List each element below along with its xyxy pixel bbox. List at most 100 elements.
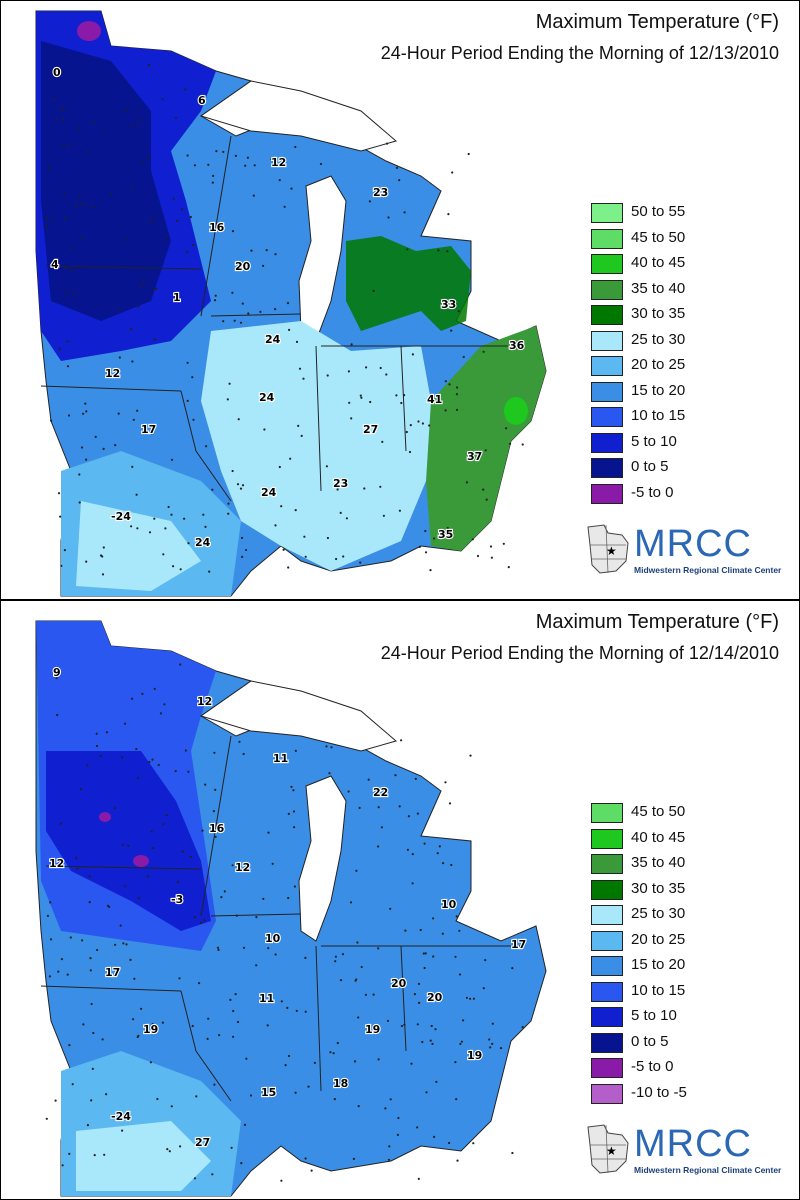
station-dot <box>62 143 65 146</box>
legend-swatch <box>591 1058 623 1078</box>
station-value: 15 <box>261 1086 276 1099</box>
station-value: 23 <box>373 186 388 199</box>
station-dot <box>95 744 99 748</box>
station-value: 24 <box>265 333 281 346</box>
station-dot <box>170 513 173 516</box>
station-dot <box>234 993 237 996</box>
station-dot <box>153 287 156 291</box>
midwest-states-icon: ★ <box>587 524 629 574</box>
station-dot <box>96 948 99 952</box>
station-dot <box>410 1062 413 1065</box>
station-dot <box>235 914 238 917</box>
station-dot <box>117 412 120 415</box>
station-dot <box>446 250 449 253</box>
station-dot <box>212 174 215 177</box>
station-dot <box>242 752 245 756</box>
station-dot <box>85 560 88 563</box>
station-dot <box>472 997 475 1000</box>
station-dot <box>262 897 265 900</box>
station-dot <box>123 722 127 725</box>
station-dot <box>153 217 156 220</box>
state-boundaries <box>40 735 521 1102</box>
station-dot <box>398 179 401 182</box>
station-dot <box>67 144 70 147</box>
station-dot <box>511 967 514 970</box>
station-dot <box>294 1091 297 1094</box>
legend-label: 15 to 20 <box>631 381 686 399</box>
station-dot <box>460 1040 463 1043</box>
station-dot <box>215 150 218 153</box>
station-dot <box>151 847 155 850</box>
station-dot <box>298 367 302 370</box>
station-dot <box>79 788 83 791</box>
station-dot <box>350 417 353 420</box>
legend-label: 0 to 5 <box>631 458 669 475</box>
station-dot <box>101 130 104 133</box>
station-dot <box>249 1094 253 1097</box>
station-dot <box>63 217 66 220</box>
station-dot <box>186 250 189 253</box>
station-dot <box>103 1153 106 1156</box>
station-dot <box>179 663 182 666</box>
mrcc-logo: ★ MRCC Midwestern Regional Climate Cente… <box>586 521 781 581</box>
legend-label: 10 to 15 <box>631 981 686 999</box>
legend-swatch <box>591 483 623 504</box>
station-dot <box>372 993 375 996</box>
station-dot <box>124 109 128 112</box>
station-dot <box>91 205 94 208</box>
station-dot <box>334 955 337 958</box>
station-dot <box>92 1031 95 1035</box>
legend-label: -5 to 0 <box>631 1058 674 1075</box>
station-dot <box>310 1169 313 1172</box>
station-dot <box>360 396 363 399</box>
station-dot <box>139 160 143 163</box>
station-dot <box>61 1164 64 1167</box>
legend-label: 20 to 25 <box>631 356 686 373</box>
map-title: Maximum Temperature (°F) <box>535 611 779 633</box>
station-dot <box>502 542 505 545</box>
station-dot <box>462 355 465 359</box>
station-dot <box>360 965 363 969</box>
station-dot <box>114 444 117 447</box>
legend-label: -10 to -5 <box>631 1083 687 1101</box>
station-dot <box>389 1098 392 1101</box>
station-value: 9 <box>53 666 61 679</box>
station-dot <box>455 408 459 411</box>
station-dot <box>429 569 432 572</box>
station-dot <box>193 916 196 919</box>
station-dot <box>365 366 368 369</box>
station-dot <box>398 805 401 808</box>
station-dot <box>411 882 414 885</box>
legend-swatch <box>591 458 623 478</box>
legend-label: 5 to 10 <box>631 1007 677 1024</box>
station-dot <box>274 308 277 311</box>
station-dot <box>403 211 406 214</box>
station-dot <box>400 1024 403 1028</box>
station-dot <box>280 1179 283 1182</box>
station-dot <box>282 548 285 551</box>
station-dot <box>469 754 472 757</box>
station-dot <box>76 867 79 870</box>
station-dot <box>131 360 134 363</box>
station-dot <box>159 712 162 715</box>
station-value: 12 <box>105 367 120 380</box>
station-dot <box>189 215 192 219</box>
station-dot <box>207 163 210 166</box>
station-dot <box>467 152 470 156</box>
station-dot <box>167 505 170 509</box>
station-dot <box>252 194 255 197</box>
station-dot <box>88 875 91 878</box>
station-dot <box>355 978 358 981</box>
station-dot <box>358 806 361 809</box>
legend-swatch <box>591 330 623 351</box>
station-dot <box>146 875 149 878</box>
station-dot <box>482 350 485 353</box>
station-dot <box>398 509 401 512</box>
station-dot <box>241 302 244 305</box>
station-dot <box>313 1061 316 1064</box>
station-dot <box>214 294 217 297</box>
station-dot <box>60 108 63 111</box>
station-dot <box>295 1009 298 1012</box>
station-value: -24 <box>111 1110 131 1123</box>
station-dot <box>345 517 348 520</box>
